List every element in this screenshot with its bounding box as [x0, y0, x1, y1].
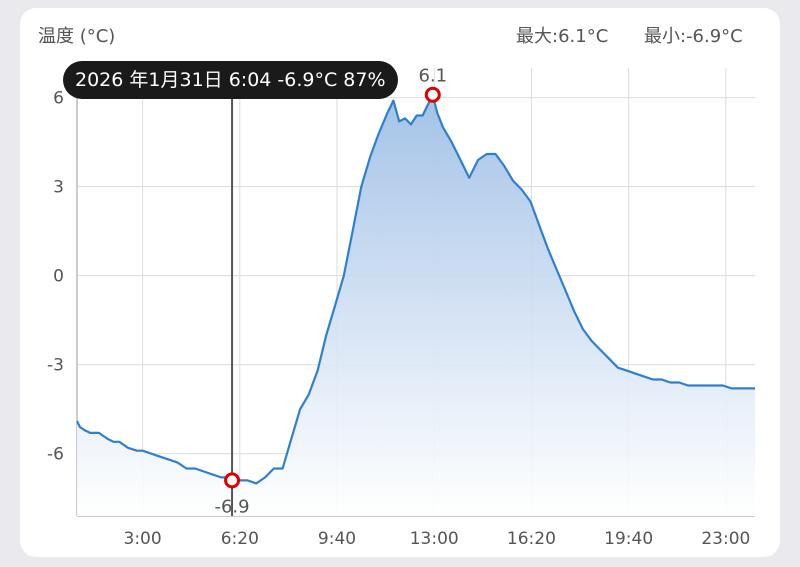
series-line: [76, 93, 755, 485]
x-tick-label: 13:00: [410, 529, 459, 549]
min-temperature-stat: 最小:-6.9°C: [644, 26, 743, 47]
y-tick-label: -6: [47, 445, 64, 465]
x-tick-label: 9:40: [318, 529, 356, 549]
max-temperature-stat: 最大:6.1°C: [516, 26, 609, 47]
extreme-marker: [424, 86, 441, 103]
y-tick-label: 3: [53, 178, 64, 198]
x-tick-label: 6:20: [221, 529, 259, 549]
series-area-fill: [77, 94, 755, 516]
extreme-label: 6.1: [418, 66, 447, 87]
x-tick-label: 19:40: [604, 529, 653, 549]
x-tick-label: 3:00: [124, 529, 162, 549]
x-tick-label: 16:20: [507, 529, 556, 549]
chart-title: 温度 (°C): [38, 26, 116, 47]
extreme-label: -6.9: [214, 496, 249, 517]
data-tooltip: 2026 年1月31日 6:04 -6.9°C 87%: [63, 61, 398, 99]
y-tick-label: -3: [47, 356, 64, 376]
x-tick-label: 23:00: [701, 529, 750, 549]
y-tick-label: 6: [53, 89, 64, 109]
extreme-marker: [224, 472, 241, 489]
y-tick-label: 0: [53, 267, 64, 287]
